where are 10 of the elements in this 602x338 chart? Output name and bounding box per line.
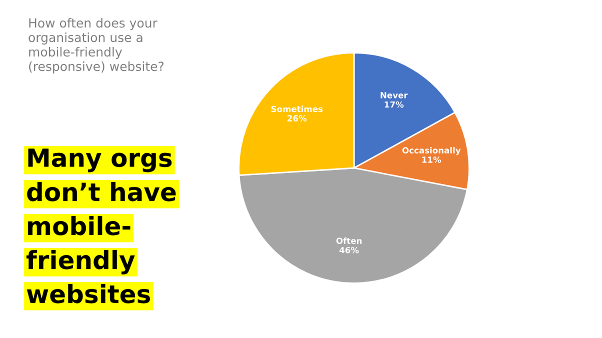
- text: How often does your organisation use a mobile-friendly (responsive) website?: [28, 18, 164, 74]
- data-label: 11%: [422, 156, 442, 163]
- slice-label: Sometimes: [271, 106, 323, 112]
- data-label: 17%: [384, 101, 404, 108]
- data-label: 26%: [288, 115, 307, 122]
- slice-label: Often: [336, 237, 362, 244]
- slice-label: Occasionally: [402, 147, 461, 156]
- text: Many orgs don’t have mobile- friendly websites: [26, 148, 176, 304]
- slice-label: Never: [380, 92, 408, 98]
- data-label: 46%: [339, 246, 359, 254]
